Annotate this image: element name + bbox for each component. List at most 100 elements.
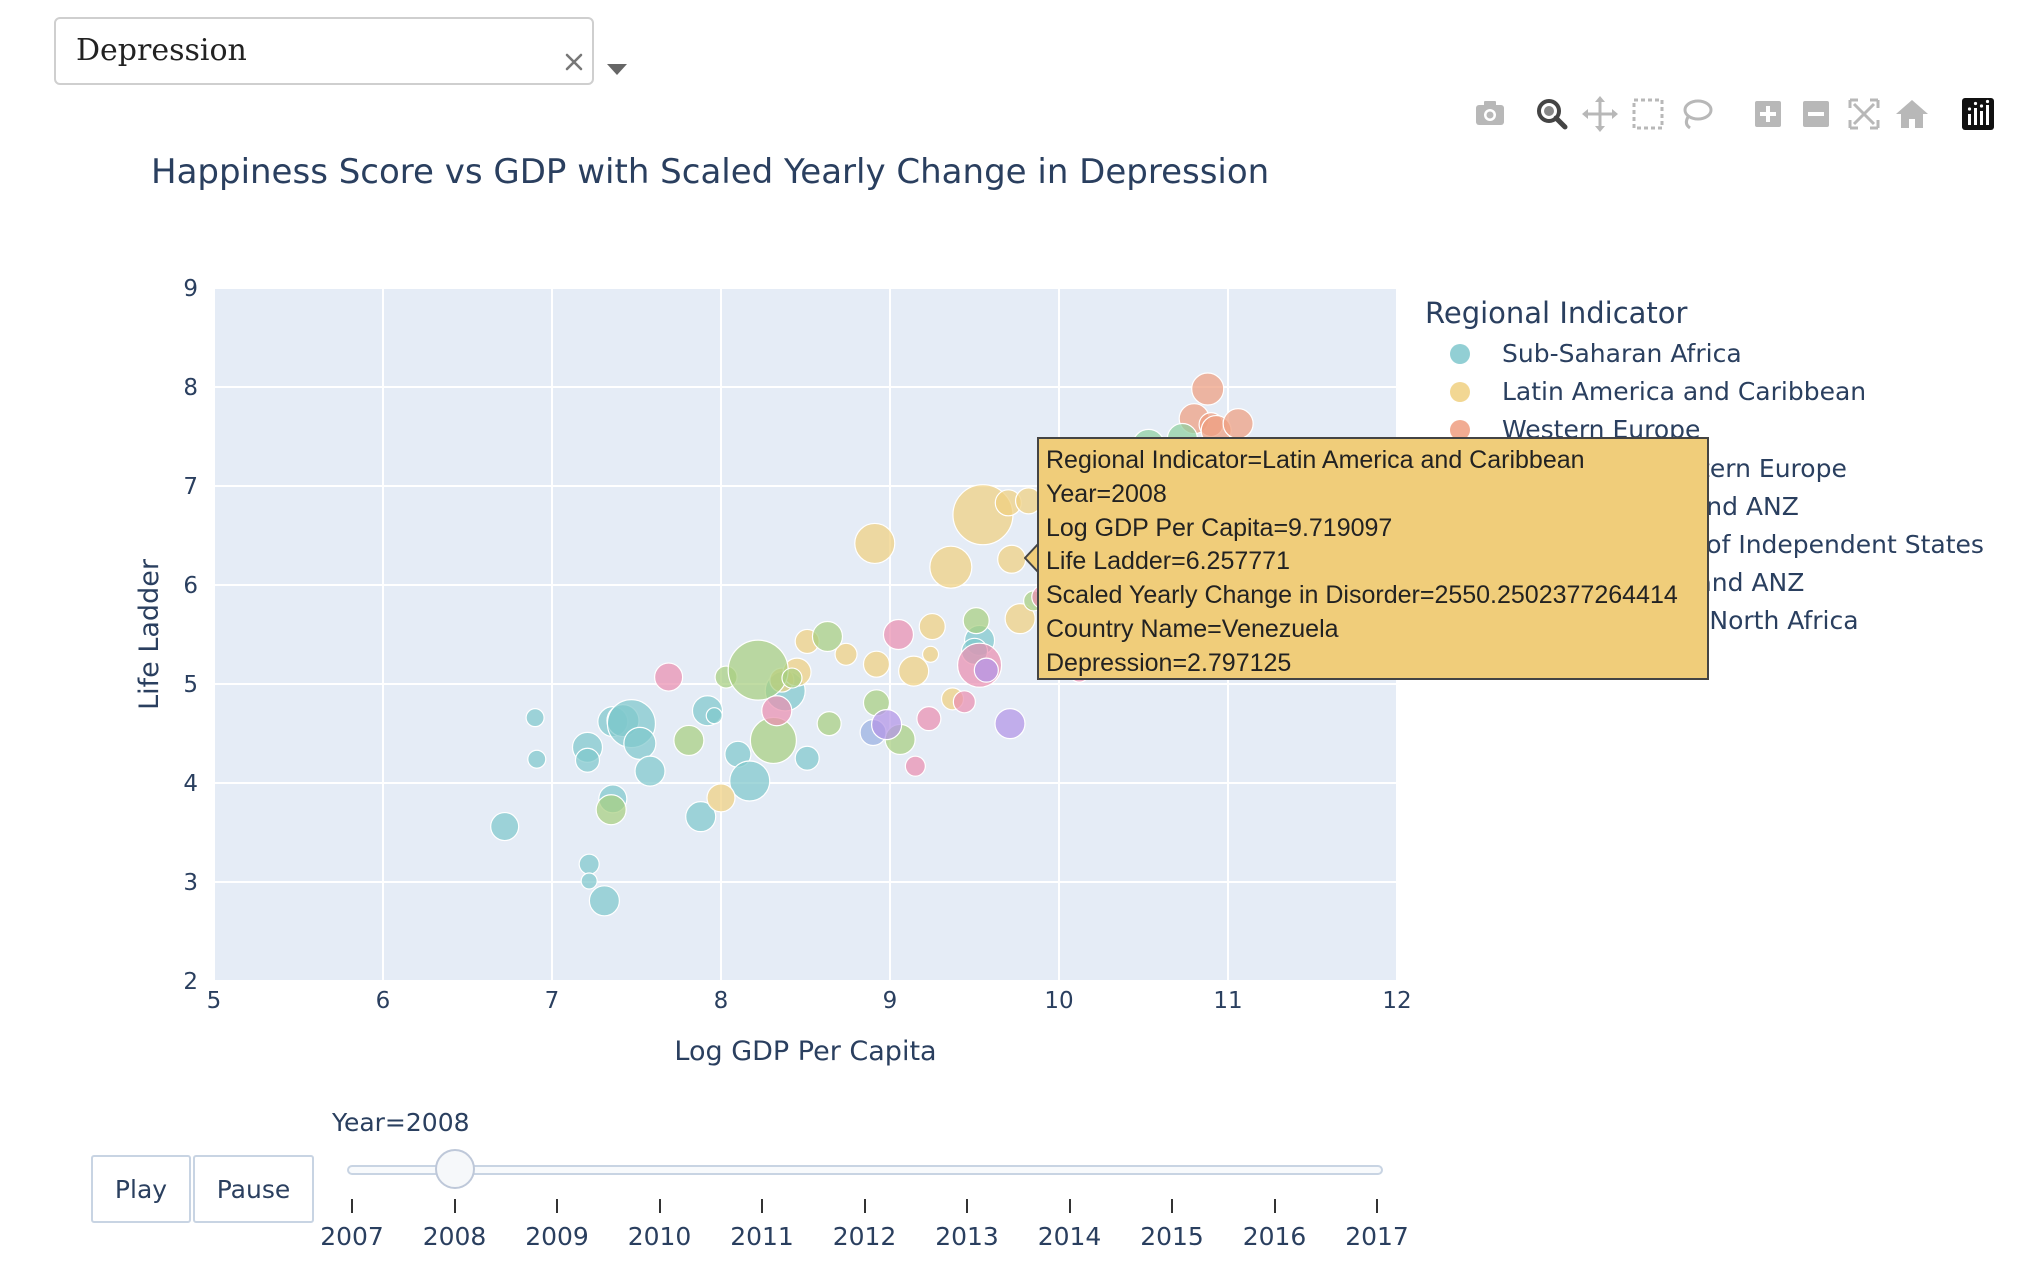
data-point[interactable] [882,618,915,651]
data-point[interactable] [588,885,620,917]
play-button[interactable]: Play [91,1155,191,1223]
slider-current-value: Year=2008 [332,1108,470,1137]
data-point[interactable] [916,706,942,732]
data-point[interactable] [634,755,666,787]
slider-tick-label[interactable]: 2007 [320,1222,384,1251]
slider-tick-label[interactable]: 2013 [935,1222,999,1251]
data-point[interactable] [862,650,891,678]
year-slider-handle[interactable] [434,1149,475,1189]
data-point[interactable] [578,853,600,875]
tooltip-line: Scaled Yearly Change in Disorder=2550.25… [1046,581,1678,610]
slider-tick [1171,1199,1173,1213]
slider-tick-label[interactable]: 2012 [832,1222,897,1251]
slider-tick [658,1199,661,1213]
slider-tick-label[interactable]: 2011 [730,1222,794,1251]
data-point[interactable] [761,695,793,727]
slider-tick [863,1199,866,1213]
slider-tick [453,1199,456,1213]
data-point[interactable] [706,783,736,813]
tooltip-line: Log GDP Per Capita=9.719097 [1046,513,1393,542]
slider-tick-label[interactable]: 2017 [1345,1222,1409,1251]
data-point[interactable] [1222,408,1254,440]
zoom-in-icon[interactable] [1748,92,1788,136]
data-point[interactable] [929,545,973,589]
data-point[interactable] [1004,603,1036,635]
data-point[interactable] [952,690,976,714]
data-point[interactable] [781,667,803,689]
data-point[interactable] [654,662,684,692]
x-tick-label: 7 [545,988,560,1014]
data-point[interactable] [816,710,842,737]
slider-tick [1376,1199,1378,1213]
pause-button[interactable]: Pause [193,1155,314,1223]
data-point[interactable] [623,726,657,761]
pan-icon[interactable] [1580,92,1620,136]
slider-tick-label[interactable]: 2009 [525,1222,589,1251]
data-point[interactable] [918,612,946,641]
slider-tick [1068,1199,1071,1213]
tooltip-line: Country Name=Venezuela [1046,614,1339,643]
box-select-icon[interactable] [1628,92,1668,136]
y-axis-label: Life Ladder [134,558,165,710]
zoom-icon[interactable] [1532,92,1572,136]
data-point[interactable] [997,544,1027,574]
plotly-logo-icon[interactable] [1958,92,1998,136]
data-point[interactable] [994,707,1026,740]
legend-label: Latin America and Caribbean [1502,377,1867,407]
data-point[interactable] [705,707,723,725]
zoom-out-icon[interactable] [1796,92,1836,136]
data-point[interactable] [673,724,705,757]
tooltip-line: Regional Indicator=Latin America and Car… [1046,446,1585,474]
chevron-down-icon[interactable] [607,64,627,75]
data-point[interactable] [811,620,844,653]
year-slider-track[interactable] [347,1165,1383,1175]
reset-axes-icon[interactable] [1892,92,1932,136]
slider-tick [351,1199,353,1213]
legend-marker [1450,382,1470,403]
x-tick-label: 11 [1213,988,1242,1014]
dropdown-selected-value: Depression [76,33,247,68]
camera-icon[interactable] [1470,92,1510,136]
tooltip-line: Year=2008 [1046,479,1167,508]
slider-tick-label[interactable]: 2016 [1242,1222,1307,1251]
data-point[interactable] [898,655,930,687]
data-point[interactable] [580,872,598,890]
data-point[interactable] [871,708,903,741]
data-point[interactable] [794,745,820,771]
data-point[interactable] [729,760,771,802]
data-point[interactable] [685,801,717,833]
legend-marker [1450,420,1470,441]
legend-marker [1450,344,1470,364]
data-point[interactable] [490,811,520,842]
data-point[interactable] [525,708,545,728]
data-point[interactable] [527,749,547,769]
slider-tick [1273,1199,1276,1213]
slider-tick-label[interactable]: 2014 [1037,1222,1102,1251]
data-point[interactable] [834,642,858,666]
x-tick-label: 6 [376,988,391,1014]
y-tick-label: 6 [183,573,198,599]
slider-tick-label[interactable]: 2015 [1140,1222,1204,1251]
chart-title: Happiness Score vs GDP with Scaled Yearl… [151,152,1270,192]
slider-tick-label[interactable]: 2010 [627,1222,692,1251]
chart-modebar [1470,92,2010,136]
data-point[interactable] [574,747,601,773]
lasso-select-icon[interactable] [1676,92,1716,136]
metric-dropdown[interactable]: Depression [54,17,627,85]
slider-tick-label[interactable]: 2008 [422,1222,487,1251]
data-point[interactable] [727,639,789,701]
autoscale-icon[interactable] [1844,92,1884,136]
close-icon[interactable] [565,53,583,71]
slider-tick [556,1199,558,1213]
y-tick-label: 5 [183,672,198,698]
tooltip-line: Life Ladder=6.257771 [1046,547,1290,576]
y-tick-label: 4 [183,771,198,797]
data-point[interactable] [962,607,990,635]
data-point[interactable] [973,657,999,683]
data-point[interactable] [595,794,627,826]
data-point[interactable] [1191,372,1225,406]
data-point[interactable] [904,755,926,777]
data-point[interactable] [921,645,940,663]
data-point[interactable] [854,522,896,565]
